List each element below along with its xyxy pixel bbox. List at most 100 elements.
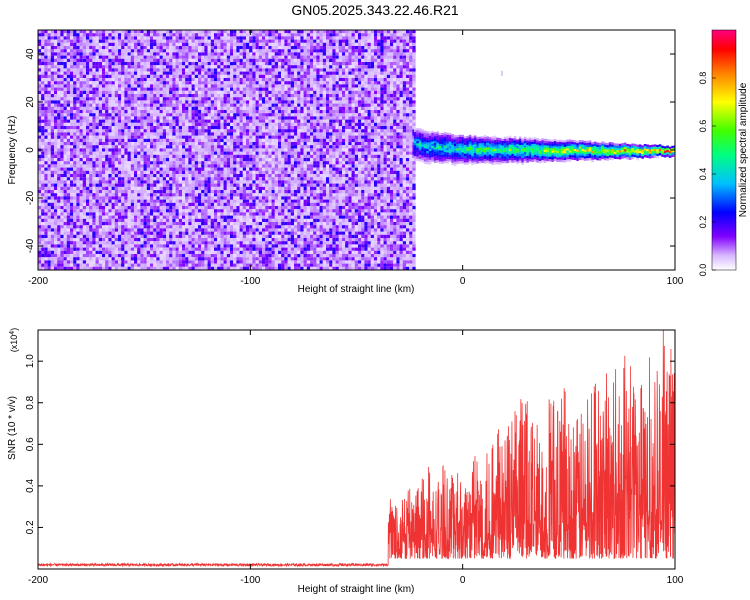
heatmap-cell xyxy=(175,42,179,46)
heatmap-cell xyxy=(127,33,131,37)
heatmap-cell xyxy=(175,257,179,261)
heatmap-cell xyxy=(207,234,211,238)
heatmap-cell xyxy=(230,234,234,238)
heatmap-cell xyxy=(41,142,45,146)
heatmap-cell xyxy=(98,148,102,152)
heatmap-cell xyxy=(182,190,186,197)
heatmap-cell xyxy=(41,113,45,120)
heatmap-cell xyxy=(143,55,147,59)
heatmap-cell xyxy=(41,218,45,222)
heatmap-cell xyxy=(118,145,122,149)
heatmap-cell xyxy=(156,129,160,136)
heatmap-cell xyxy=(111,183,115,190)
heatmap-cell xyxy=(201,241,205,245)
heatmap-cell xyxy=(143,94,147,101)
heatmap-cell xyxy=(121,142,125,149)
heatmap-cell xyxy=(44,266,48,270)
heatmap-cell xyxy=(111,238,115,245)
heatmap-cell xyxy=(210,135,214,142)
heatmap-cell xyxy=(102,142,106,146)
heatmap-cell xyxy=(92,103,96,110)
heatmap-cell xyxy=(194,186,198,193)
heatmap-cell xyxy=(102,250,106,254)
heatmap-cell xyxy=(140,196,144,200)
heatmap-cell xyxy=(246,116,250,123)
heatmap-cell xyxy=(70,154,74,158)
heatmap-cell xyxy=(172,174,176,178)
heatmap-cell xyxy=(38,62,42,69)
heatmap-cell xyxy=(50,180,54,187)
heatmap-cell xyxy=(134,167,138,171)
heatmap-cell xyxy=(146,119,150,126)
heatmap-cell xyxy=(182,244,186,248)
heatmap-cell xyxy=(60,250,64,257)
heatmap-cell xyxy=(230,170,234,174)
heatmap-cell xyxy=(108,247,112,254)
heatmap-cell xyxy=(230,212,234,216)
heatmap-cell xyxy=(207,225,211,229)
heatmap-cell xyxy=(198,238,202,242)
heatmap-cell xyxy=(207,164,211,168)
heatmap-cell xyxy=(246,94,250,98)
heatmap-cell xyxy=(118,33,122,37)
heatmap-cell xyxy=(172,65,176,72)
heatmap-cell xyxy=(63,250,67,257)
heatmap-cell xyxy=(236,78,240,82)
heatmap-cell xyxy=(130,154,134,158)
heatmap-cell xyxy=(185,33,189,37)
heatmap-cell xyxy=(95,49,99,56)
heatmap-cell xyxy=(207,52,211,59)
heatmap-cell xyxy=(223,52,227,59)
heatmap-cell xyxy=(182,212,186,216)
heatmap-cell xyxy=(127,167,131,171)
heatmap-cell xyxy=(207,33,211,37)
heatmap-cell xyxy=(47,209,51,213)
heatmap-cell xyxy=(140,129,144,133)
heatmap-cell xyxy=(73,199,77,203)
heatmap-cell xyxy=(198,196,202,200)
heatmap-cell xyxy=(66,138,70,145)
heatmap-cell xyxy=(233,65,237,69)
heatmap-cell xyxy=(54,241,58,245)
heatmap-cell xyxy=(169,49,173,53)
heatmap-cell xyxy=(153,250,157,254)
heatmap-cell xyxy=(73,164,77,168)
heatmap-cell xyxy=(146,84,150,91)
heatmap-cell xyxy=(44,190,48,197)
heatmap-cell xyxy=(169,158,173,162)
heatmap-cell xyxy=(159,126,163,130)
heatmap-cell xyxy=(86,129,90,133)
heatmap-cell xyxy=(146,138,150,145)
heatmap-cell xyxy=(130,180,134,184)
heatmap-cell xyxy=(54,106,58,110)
heatmap-cell xyxy=(114,206,118,210)
heatmap-cell xyxy=(76,244,80,251)
heatmap-cell xyxy=(182,202,186,206)
heatmap-cell xyxy=(137,135,141,139)
heatmap-cell xyxy=(166,199,170,203)
heatmap-cell xyxy=(172,100,176,104)
heatmap-cell xyxy=(95,113,99,120)
heatmap-cell xyxy=(92,113,96,117)
heatmap-cell xyxy=(166,58,170,65)
heatmap-cell xyxy=(143,186,147,190)
heatmap-cell xyxy=(246,90,250,97)
heatmap-cell xyxy=(86,74,90,78)
heatmap-cell xyxy=(47,151,51,155)
heatmap-cell xyxy=(50,186,54,193)
heatmap-cell xyxy=(41,106,45,110)
heatmap-cell xyxy=(124,94,128,101)
heatmap-cell xyxy=(130,218,134,225)
heatmap-cell xyxy=(191,151,195,158)
heatmap-cell xyxy=(82,206,86,210)
heatmap-cell xyxy=(111,231,115,238)
heatmap-cell xyxy=(220,228,224,232)
heatmap-cell xyxy=(127,231,131,238)
heatmap-cell xyxy=(63,135,67,139)
heatmap-cell xyxy=(108,74,112,78)
heatmap-cell xyxy=(223,135,227,142)
heatmap-cell xyxy=(92,30,96,37)
heatmap-cell xyxy=(207,190,211,194)
heatmap-cell xyxy=(162,49,166,53)
heatmap-cell xyxy=(236,55,240,59)
